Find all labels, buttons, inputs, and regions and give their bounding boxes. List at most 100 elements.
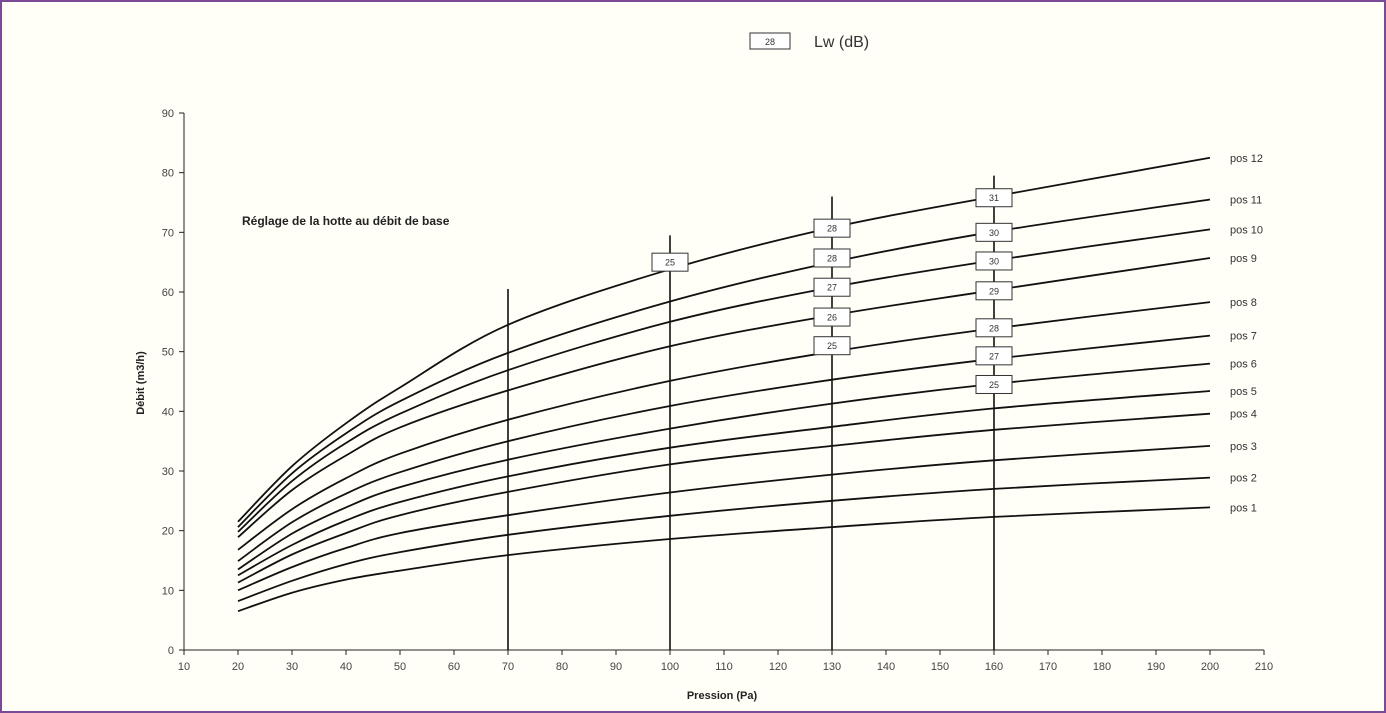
noise-label-text: 30 [989,256,999,266]
noise-labels: 25 28 28 27 26 25 31 30 30 29 28 27 25 [651,188,1013,394]
y-tick-label: 30 [162,466,174,478]
x-tick-label: 120 [769,661,787,673]
series-label-pos-5: pos 5 [1230,386,1257,398]
x-tick-label: 10 [178,661,190,673]
x-tick-label: 150 [931,661,949,673]
noise-label-box [651,252,689,272]
noise-label-text: 25 [827,341,837,351]
noise-label-box [813,248,851,268]
legend: 28 Lw (dB) [749,32,869,51]
series-label-pos-10: pos 10 [1230,224,1263,236]
noise-label: 31 [975,188,1013,208]
x-axis-title: Pression (Pa) [687,690,758,702]
noise-label: 29 [975,281,1013,301]
legend-label: Lw (dB) [814,34,869,51]
axes: 0 10 20 30 40 50 60 70 80 90 10 20 30 40 50 60 70 80 90 100… [162,108,1273,673]
noise-label-box [975,222,1013,242]
noise-label: 27 [975,346,1013,366]
noise-label-text: 25 [989,380,999,390]
noise-label-box [813,277,851,297]
x-tick-label: 50 [394,661,406,673]
noise-label: 30 [975,251,1013,271]
noise-label: 25 [975,374,1013,394]
series-label-pos-4: pos 4 [1230,409,1257,421]
series-line-pos-1 [237,506,1211,613]
noise-label-text: 26 [827,313,837,323]
x-tick-label: 40 [340,661,352,673]
noise-label-text: 28 [989,323,999,333]
series-line-pos-3 [237,445,1211,592]
x-tick-label: 90 [610,661,622,673]
noise-label: 28 [975,318,1013,338]
x-tick-label: 110 [715,661,733,673]
x-tick-label: 180 [1093,661,1111,673]
series-line-pos-5 [237,390,1211,577]
noise-label-box [975,318,1013,338]
noise-label-box [813,218,851,238]
noise-label-text: 28 [827,253,837,263]
noise-label: 27 [813,277,851,297]
noise-label: 25 [813,336,851,356]
chart-annotation: Réglage de la hotte au débit de base [242,214,450,228]
x-tick-label: 210 [1255,661,1273,673]
x-tick-label: 170 [1039,661,1057,673]
noise-label-text: 28 [827,224,837,234]
series-label-pos-7: pos 7 [1230,331,1257,343]
noise-label: 30 [975,222,1013,242]
y-tick-label: 90 [162,108,174,120]
y-tick-label: 70 [162,227,174,239]
x-tick-label: 20 [232,661,244,673]
x-tick-label: 160 [985,661,1003,673]
series-line-pos-6 [237,362,1211,571]
y-tick-label: 50 [162,347,174,359]
noise-label-text: 27 [989,351,999,361]
x-tick-label: 80 [556,661,568,673]
x-tick-label: 140 [877,661,895,673]
x-tick-label: 130 [823,661,841,673]
noise-label: 28 [813,248,851,268]
series-label-pos-8: pos 8 [1230,297,1257,309]
series-label-pos-3: pos 3 [1230,441,1257,453]
noise-label-text: 31 [989,193,999,203]
noise-label-box [975,281,1013,301]
y-tick-label: 20 [162,526,174,538]
series-label-pos-1: pos 1 [1230,502,1257,514]
y-tick-label: 80 [162,168,174,180]
y-tick-label: 60 [162,287,174,299]
x-tick-label: 70 [502,661,514,673]
legend-sample-box [749,32,791,50]
y-tick-label: 40 [162,406,174,418]
noise-label-text: 27 [827,283,837,293]
x-tick-label: 190 [1147,661,1165,673]
series-label-pos-12: pos 12 [1230,153,1263,165]
legend-sample-value: 28 [765,37,775,47]
noise-label-text: 25 [665,258,675,268]
noise-label-box [975,251,1013,271]
series-line-pos-12 [237,156,1211,523]
noise-label-text: 29 [989,286,999,296]
series-label-pos-11: pos 11 [1230,195,1262,207]
series-line-pos-8 [237,301,1211,551]
noise-label-box [975,374,1013,394]
series-label-pos-2: pos 2 [1230,473,1257,485]
series-line-pos-2 [237,476,1211,602]
y-axis-title: Débit (m3/h) [135,351,147,415]
noise-label-box [975,346,1013,366]
series-label-pos-6: pos 6 [1230,359,1257,371]
y-tick-label: 10 [162,585,174,597]
x-tick-label: 200 [1201,661,1219,673]
noise-label: 28 [813,218,851,238]
series-line-pos-4 [237,412,1211,584]
noise-label-text: 30 [989,228,999,238]
noise-label: 26 [813,307,851,327]
noise-label-box [813,336,851,356]
x-tick-label: 30 [286,661,298,673]
noise-label-box [975,188,1013,208]
noise-label: 25 [651,252,689,272]
series-label-pos-9: pos 9 [1230,253,1257,265]
x-tick-label: 60 [448,661,460,673]
noise-label-box [813,307,851,327]
y-tick-label: 0 [168,645,174,657]
